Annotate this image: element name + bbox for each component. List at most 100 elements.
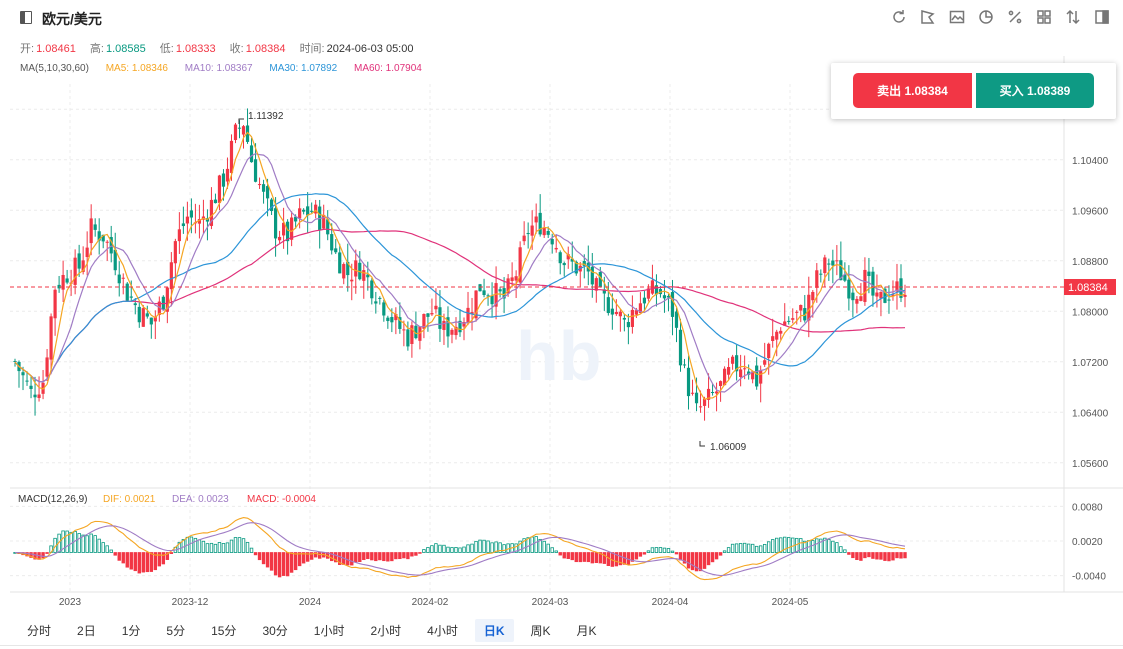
- macd-bar: [646, 550, 651, 553]
- candle-body: [759, 370, 763, 384]
- candle-body: [662, 295, 667, 299]
- pie-icon[interactable]: [977, 8, 995, 26]
- candle-body: [346, 261, 350, 276]
- watermark: hb: [516, 317, 602, 395]
- candle-body: [795, 311, 799, 313]
- macd-bar: [245, 541, 250, 553]
- macd-bar: [863, 552, 867, 559]
- macd-bar: [249, 547, 254, 553]
- macd-bar: [682, 552, 687, 564]
- candle-body: [799, 305, 803, 311]
- macd-bar: [65, 530, 69, 553]
- sell-button[interactable]: 卖出 1.08384: [853, 73, 972, 108]
- price-tick-label: 1.08000: [1072, 307, 1109, 318]
- macd-bar: [859, 552, 863, 561]
- sort-icon[interactable]: [1064, 8, 1082, 26]
- candle-body: [390, 317, 394, 323]
- macd-bar: [570, 552, 574, 561]
- candle-body: [113, 249, 117, 271]
- timeframe-tab[interactable]: 2小时: [370, 624, 402, 638]
- percent-icon[interactable]: [1006, 8, 1024, 26]
- macd-bar: [121, 552, 125, 564]
- macd-bar: [654, 547, 659, 553]
- candle-body: [25, 380, 29, 382]
- macd-bar: [229, 539, 234, 553]
- candle-body: [887, 299, 891, 301]
- candle-body: [414, 325, 418, 339]
- macd-bar: [590, 552, 594, 564]
- macd-bar: [879, 552, 883, 560]
- candle-body: [93, 224, 97, 230]
- candle-body: [731, 356, 735, 364]
- timeframe-tab[interactable]: 月K: [576, 624, 597, 638]
- max-marker-arrow: [238, 118, 244, 124]
- buy-button[interactable]: 买入 1.08389: [976, 73, 1094, 108]
- macd-bar: [221, 543, 226, 553]
- candle-body: [77, 253, 81, 269]
- macd-bar: [819, 538, 823, 553]
- max-price-label: 1.11392: [248, 111, 284, 122]
- macd-bar: [137, 552, 141, 574]
- toolbar: [890, 8, 1111, 26]
- candle-body: [245, 125, 250, 142]
- timeframe-tab[interactable]: 15分: [211, 624, 237, 638]
- candle-body: [558, 252, 562, 264]
- timeframe-tab[interactable]: 1小时: [313, 624, 345, 638]
- macd-tick-label: -0.0040: [1072, 572, 1106, 583]
- macd-bar: [871, 552, 875, 559]
- macd-bar: [434, 543, 438, 553]
- candle-body: [722, 368, 727, 386]
- candle-body: [53, 289, 57, 319]
- candle-body: [290, 217, 294, 240]
- timeframe-tab[interactable]: 分时: [27, 624, 52, 638]
- macd-bar: [85, 535, 89, 553]
- macd-bar: [518, 540, 522, 553]
- image-icon[interactable]: [948, 8, 966, 26]
- macd-bar: [33, 552, 37, 560]
- panel-icon[interactable]: [1093, 8, 1111, 26]
- macd-bar: [454, 547, 458, 553]
- macd-bar: [702, 552, 707, 569]
- candle-body: [338, 252, 342, 274]
- macd-bar: [273, 552, 278, 576]
- low-label: 低:: [159, 43, 174, 55]
- macd-bar: [117, 552, 121, 561]
- candle-body: [133, 303, 137, 306]
- draw-icon[interactable]: [919, 8, 937, 26]
- candle-body: [153, 316, 157, 322]
- macd-bar: [406, 552, 410, 560]
- macd-bar: [129, 552, 133, 570]
- macd-bar: [779, 537, 783, 553]
- price-tick-label: 1.06400: [1072, 408, 1109, 419]
- macd-bar: [201, 540, 206, 553]
- timeframe-tab[interactable]: 30分: [262, 624, 288, 638]
- macd-bar: [330, 552, 334, 562]
- candle-body: [45, 357, 49, 377]
- candle-body: [350, 279, 354, 282]
- timeframe-tab[interactable]: 5分: [166, 624, 186, 638]
- candle-body: [514, 276, 518, 281]
- macd-bar: [903, 552, 907, 559]
- candle-body: [622, 317, 626, 320]
- macd-bar: [835, 542, 839, 553]
- macd-bar: [714, 552, 719, 560]
- macd-bar: [602, 552, 607, 564]
- ma60-value: MA60: 1.07904: [353, 63, 422, 74]
- timeframe-tab[interactable]: 2日: [77, 624, 96, 638]
- symbol-panel-icon[interactable]: [20, 11, 32, 24]
- time-tick-label: 2024-03: [532, 597, 569, 608]
- macd-bar: [309, 552, 314, 560]
- low-value: 1.08333: [175, 43, 216, 55]
- grid-icon[interactable]: [1035, 8, 1053, 26]
- candle-body: [430, 313, 434, 315]
- macd-bar: [726, 547, 731, 553]
- candle-body: [899, 278, 903, 298]
- timeframe-tab[interactable]: 日K: [474, 619, 514, 642]
- timeframe-tab[interactable]: 4小时: [427, 624, 458, 638]
- timeframe-tab[interactable]: 周K: [530, 624, 551, 638]
- timeframe-tab[interactable]: 1分: [121, 624, 141, 638]
- refresh-icon[interactable]: [890, 8, 908, 26]
- candle-body: [839, 260, 843, 281]
- ma-legend: MA(5,10,30,60) MA5: 1.08346 MA10: 1.0836…: [20, 63, 436, 74]
